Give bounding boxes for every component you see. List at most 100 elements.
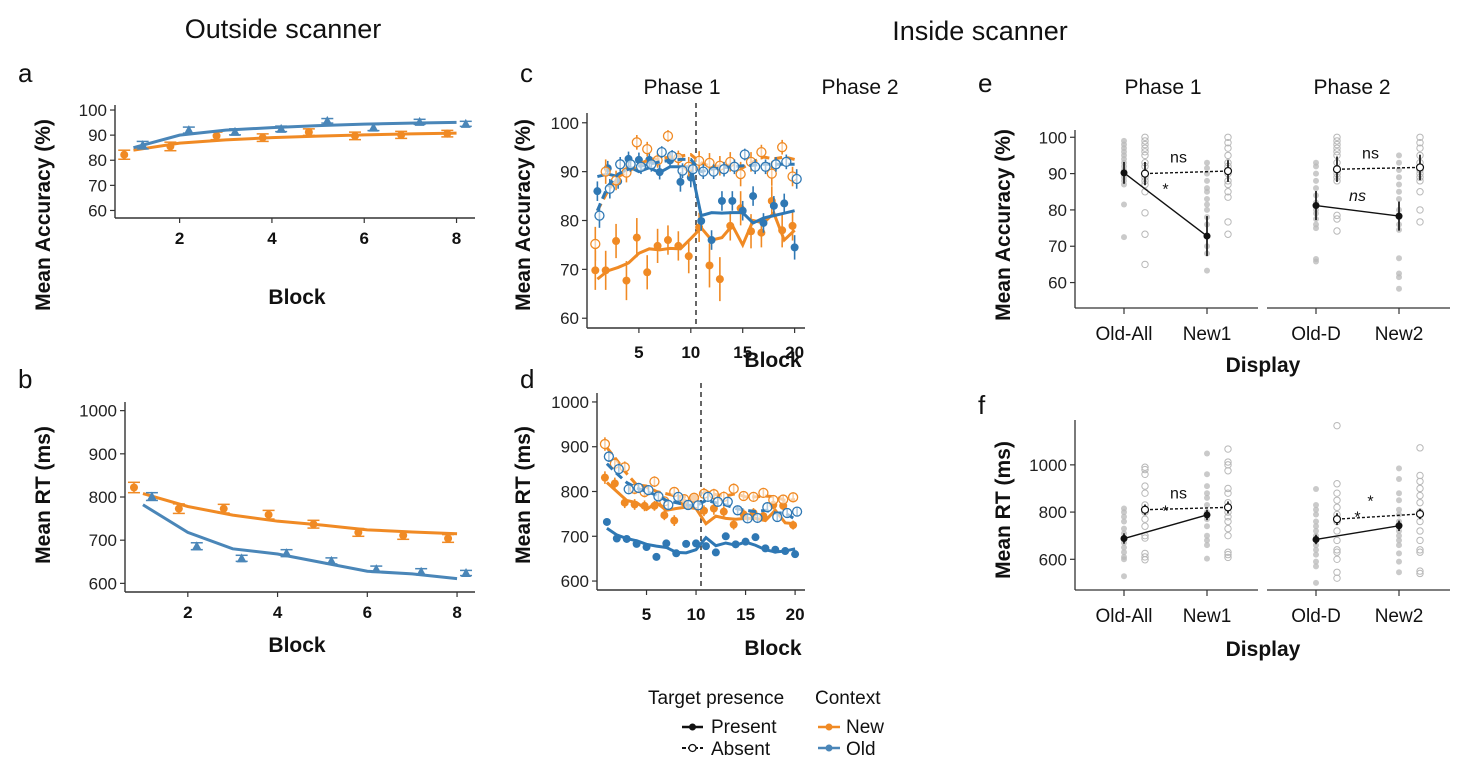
panel-label-f: f	[978, 390, 986, 420]
panel-c-point-new-absent	[590, 238, 601, 250]
panel-f-subject-absent	[1333, 421, 1341, 430]
panel-a-point-new	[258, 133, 267, 142]
panel-e-subject-absent	[1416, 139, 1424, 147]
panel-f-subject-present	[1204, 490, 1210, 497]
panel-a-xtick-label: 2	[175, 229, 184, 248]
panel-f-subject-absent	[1416, 536, 1424, 545]
panel-f-subject-absent	[1224, 489, 1232, 497]
panel-e-phase2-title: Phase 2	[1313, 76, 1390, 99]
panel-d-point-old-absent	[633, 482, 644, 494]
panel-f-subject-present	[1204, 523, 1210, 530]
panel-c-point-old-present	[655, 168, 664, 177]
panel-a-point-old	[368, 122, 379, 132]
panel-c-point-old-present	[780, 199, 789, 208]
panel-c-ylabel: Mean Accuracy (%)	[512, 119, 535, 311]
panel-c-point-old-absent	[615, 159, 626, 170]
panel-f-mean-line-present-phase2	[1315, 525, 1400, 541]
panel-b-point-old	[461, 568, 472, 577]
panel-label-c: c	[520, 58, 533, 88]
panel-d-point-old-absent	[613, 463, 624, 475]
panel-a-ytick-label: 90	[88, 126, 107, 145]
panel-e-subject-absent	[1224, 188, 1232, 196]
panel-c-point-new-present	[715, 275, 724, 284]
panel-e-subject-absent	[1416, 133, 1424, 141]
panel-f-subject-absent	[1141, 515, 1149, 523]
panel-e-subject-absent	[1333, 215, 1341, 223]
panel-a-point-old	[414, 116, 425, 126]
panel-f-annotation: *	[1162, 504, 1168, 521]
panel-c-point-old-absent	[604, 183, 615, 194]
panel-f-mean-line-present-phase1	[1123, 514, 1208, 540]
panel-d-point-new-present	[789, 521, 798, 530]
panel-f-subject-absent	[1333, 536, 1341, 545]
panel-d-point-old-absent	[692, 500, 704, 511]
panel-c-point-new-present	[622, 276, 631, 285]
panel-d-point-new-present	[670, 516, 679, 525]
panel-f-subject-absent	[1141, 522, 1149, 530]
panel-b-ytick-label: 700	[89, 531, 117, 550]
panel-e-subject-absent	[1224, 230, 1232, 238]
panel-d-point-new-absent	[738, 490, 749, 502]
panel-c-point-old-absent	[729, 161, 740, 172]
panel-e-xcat-label: Old-All	[1095, 324, 1152, 345]
panel-e-mean-line-absent-phase1	[1144, 170, 1229, 175]
panel-f-subject-present	[1313, 558, 1319, 565]
panel-e-subject-absent	[1141, 230, 1149, 238]
panel-c-phase1-title: Phase 1	[643, 76, 720, 99]
panel-f-mean-present	[1120, 535, 1128, 543]
panel-e-subject-absent	[1141, 140, 1149, 149]
panel-c-point-old-absent	[770, 159, 782, 170]
panel-e-subject-present	[1313, 255, 1319, 262]
panel-e-subject-present	[1313, 221, 1319, 228]
panel-d-point-old-present	[731, 540, 740, 549]
panel-b-ytick-label: 600	[89, 574, 117, 593]
panel-b-point-new	[399, 531, 408, 540]
panel-c-point-old-present	[697, 216, 706, 225]
panel-d-point-old-present	[721, 532, 730, 541]
panel-e-subject-present	[1396, 174, 1402, 181]
panel-c-point-new-absent	[704, 157, 715, 168]
panel-e-subject-present	[1204, 267, 1210, 274]
panel-f-subject-absent	[1224, 513, 1232, 521]
panel-e-subject-present	[1204, 177, 1210, 184]
panel-c-point-old-absent	[687, 164, 699, 175]
panel-f-ylabel: Mean RT (ms)	[992, 441, 1015, 579]
panel-e-mean-present	[1203, 232, 1211, 240]
panel-d-point-old-present	[791, 550, 800, 559]
panel-a-ylabel: Mean Accuracy (%)	[32, 119, 55, 311]
panel-e-subject-absent	[1224, 139, 1232, 147]
panel-c-xtick-label: 15	[733, 343, 752, 362]
panel-d-point-old-absent	[752, 512, 763, 524]
panel-c-point-new-absent	[693, 155, 705, 167]
panel-d-point-old-absent	[653, 491, 664, 502]
panel-f-mean-line-absent-phase1	[1144, 506, 1229, 511]
panel-e-subject-absent	[1224, 151, 1232, 160]
panel-a-point-old	[137, 140, 148, 150]
panel-f-annotation: *	[1367, 494, 1373, 511]
panel-e-subject-absent	[1333, 140, 1341, 149]
panel-e-subject-absent	[1416, 144, 1424, 152]
panel-c-point-new-present	[591, 266, 600, 275]
panel-c-point-new-present	[726, 221, 735, 230]
panel-b-point-new	[129, 483, 138, 492]
panel-f-subject-absent	[1224, 461, 1232, 469]
panel-f-subject-present	[1121, 549, 1127, 556]
panel-e-subject-absent	[1333, 133, 1341, 141]
panel-e-subject-present	[1204, 206, 1210, 213]
panel-a-point-new	[443, 129, 452, 138]
panel-b-xtick-label: 6	[363, 603, 372, 622]
panel-a-point-new	[351, 131, 359, 140]
panel-f-subject-present	[1313, 579, 1319, 586]
panel-c-point-old-absent	[781, 156, 792, 168]
panel-c-point-old-absent	[625, 159, 636, 170]
panel-c-point-new-present	[653, 241, 662, 250]
panel-f-subject-absent	[1141, 465, 1149, 474]
panel-e-subject-absent	[1141, 137, 1149, 145]
legend-present-key	[682, 723, 703, 731]
panel-c-point-new-present	[601, 266, 610, 275]
panel-d-point-new-absent	[599, 438, 611, 450]
panel-e-xcat-label: New2	[1375, 324, 1424, 345]
panel-d-point-old-present	[632, 539, 641, 548]
panel-c-point-old-absent	[646, 159, 657, 170]
panel-e-subject-absent	[1141, 260, 1149, 269]
